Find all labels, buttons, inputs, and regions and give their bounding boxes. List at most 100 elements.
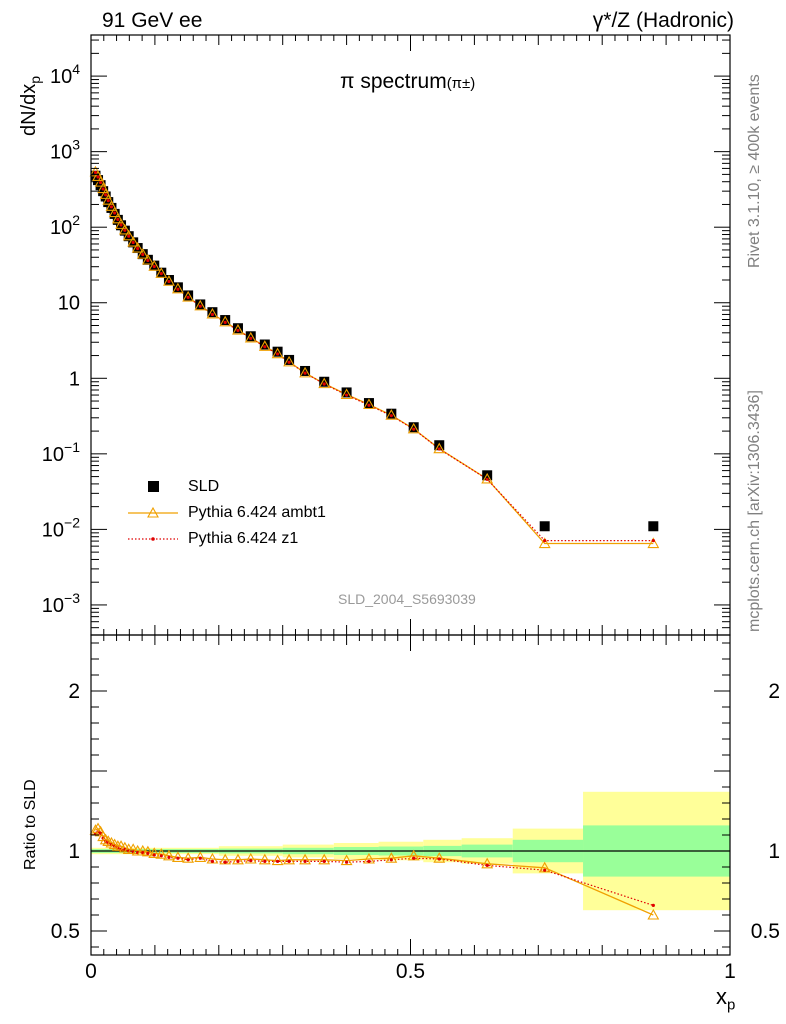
rivet-version-label: Rivet 3.1.10, ≥ 400k events (746, 74, 763, 268)
main-series-layer (89, 165, 660, 549)
ratio-point-z1 (412, 856, 416, 860)
ratio-y-tick-label-right: 0.5 (751, 920, 780, 943)
ratio-y-tick-label-left: 0.5 (51, 920, 80, 943)
mc-point-ambt1 (131, 241, 144, 253)
ratio-point-ambt1 (148, 847, 161, 858)
series-line-z1 (94, 172, 654, 542)
x-axis-label-main: x (716, 984, 727, 1009)
mc-point-ambt1 (283, 355, 296, 367)
main-y-tick-label: 103 (50, 137, 80, 164)
ratio-point-ambt1 (340, 854, 353, 866)
mc-point-ambt1 (141, 253, 154, 265)
data-point-sld (341, 387, 352, 398)
main-y-tick-label: 10−2 (42, 514, 80, 541)
main-y-tick-label-exponent: 4 (72, 61, 80, 77)
mc-point-ambt1 (318, 377, 331, 389)
mc-point-ambt1 (407, 422, 420, 434)
main-y-tick-label-exponent: −3 (64, 590, 80, 606)
mc-point-ambt1 (194, 299, 207, 311)
mc-point-z1 (303, 371, 307, 375)
main-y-tick-label-exponent: −2 (64, 514, 80, 530)
mc-point-ambt1 (99, 188, 112, 199)
mc-point-z1 (167, 279, 171, 284)
data-point-sld (408, 422, 419, 433)
ratio-point-z1 (263, 859, 267, 864)
mc-point-z1 (322, 382, 326, 386)
ratio-point-ambt1 (258, 853, 271, 865)
x-tick-label: 1 (724, 960, 736, 983)
main-plot-frame (90, 34, 731, 636)
mc-point-z1 (275, 352, 280, 356)
ratio-point-ambt1 (108, 838, 121, 850)
mc-point-z1 (287, 360, 291, 364)
ratio-point-ambt1 (99, 833, 112, 845)
mc-point-ambt1 (538, 537, 551, 549)
ratio-point-z1 (651, 903, 655, 908)
ratio-point-ambt1 (299, 853, 311, 865)
ratio-point-ambt1 (385, 852, 398, 863)
mc-point-z1 (146, 258, 150, 263)
analysis-reference-label: SLD_2004_S5693039 (338, 591, 476, 607)
mc-point-z1 (141, 252, 145, 257)
ratio-point-z1 (303, 859, 307, 864)
ratio-point-z1 (236, 859, 240, 864)
ratio-point-z1 (176, 856, 180, 860)
ratio-point-z1 (287, 859, 291, 864)
ratio-point-ambt1 (481, 857, 494, 869)
mc-point-z1 (159, 272, 163, 276)
legend-label-z1: Pythia 6.424 z1 (188, 530, 299, 547)
main-y-tick-label-exponent: 3 (72, 137, 80, 153)
data-point-sld (98, 186, 109, 197)
ratio-point-ambt1 (194, 851, 207, 862)
ratio-point-ambt1 (163, 849, 175, 861)
mc-point-z1 (236, 328, 240, 333)
ratio-point-z1 (322, 859, 326, 864)
data-point-sld (482, 470, 493, 481)
ratio-point-z1 (223, 860, 227, 864)
mc-point-ambt1 (105, 200, 118, 211)
mc-point-ambt1 (171, 282, 184, 294)
mc-point-ambt1 (122, 229, 135, 241)
main-y-tick-label: 1 (69, 368, 80, 390)
main-y-tick-label: 104 (50, 61, 80, 88)
ratio-point-z1 (485, 863, 489, 868)
main-y-axis-label: dN/dxp (18, 76, 43, 136)
legend-markers (128, 481, 178, 541)
ratio-point-ambt1 (155, 848, 168, 859)
ratio-point-ambt1 (283, 853, 296, 865)
ratio-y-tick-label-right: 1 (768, 840, 780, 863)
ratio-point-z1 (141, 851, 145, 855)
ratio-point-z1 (210, 859, 215, 864)
mc-point-z1 (198, 304, 202, 308)
main-y-tick-label-base: 10 (42, 519, 64, 541)
main-y-tick-label: 10−1 (42, 439, 80, 466)
x-axis-label-sub: p (727, 996, 736, 1014)
mc-point-z1 (98, 180, 103, 185)
ratio-point-z1 (159, 854, 163, 858)
mc-point-z1 (131, 240, 135, 245)
data-point-sld (259, 339, 270, 350)
ratio-point-ambt1 (433, 852, 446, 863)
mc-point-ambt1 (163, 275, 175, 286)
mc-point-ambt1 (647, 537, 660, 549)
ratio-point-ambt1 (318, 853, 331, 865)
ratio-point-ambt1 (244, 852, 257, 864)
mc-point-z1 (367, 403, 371, 407)
legend-marker-ambt1 (147, 506, 159, 518)
ratio-y-tick-label-left: 1 (68, 840, 80, 863)
main-y-tick-label-base: 1 (69, 368, 80, 390)
data-point-sld (232, 323, 243, 334)
mcplots-reference-label: mcplots.cern.ch [arXiv:1306.3436] (746, 390, 763, 632)
axis-ticks (90, 35, 731, 955)
main-y-tick-label-base: 10 (58, 293, 80, 315)
main-y-tick-label: 10 (58, 293, 80, 315)
mc-point-ambt1 (127, 235, 140, 247)
ratio-point-z1 (543, 868, 547, 872)
mc-point-z1 (651, 539, 655, 543)
mc-point-ambt1 (115, 218, 127, 229)
data-point-sld (183, 290, 194, 301)
data-point-sld (300, 365, 311, 376)
chart-title-main: π spectrum (340, 70, 447, 93)
ratio-point-ambt1 (271, 854, 284, 866)
mc-point-z1 (104, 193, 108, 197)
